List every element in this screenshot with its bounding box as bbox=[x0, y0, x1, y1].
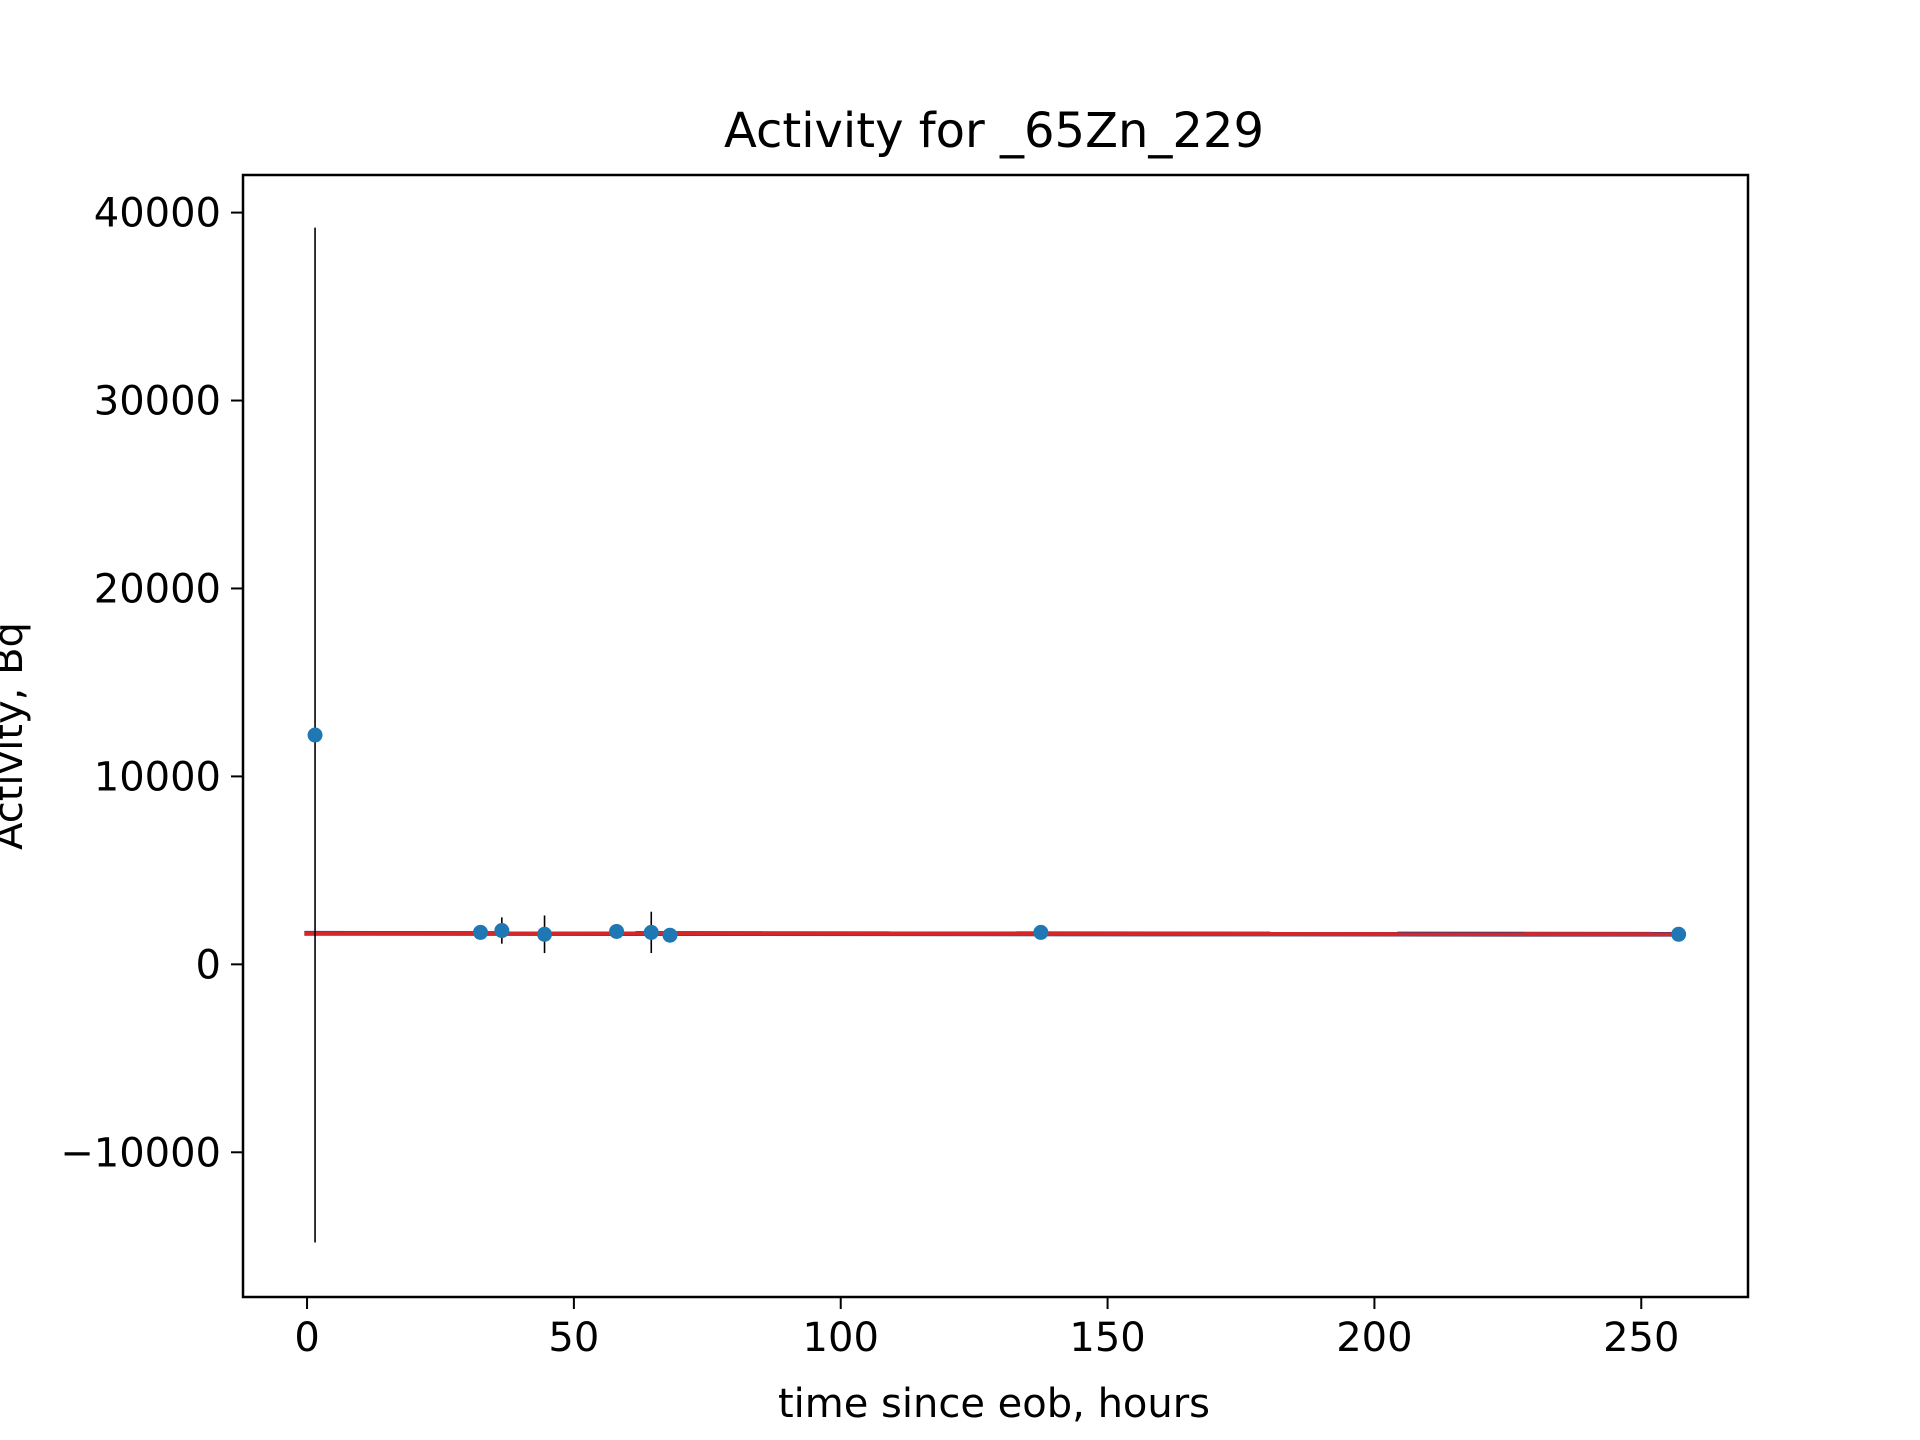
chart-title: Activity for _65Zn_229 bbox=[724, 103, 1264, 159]
data-point bbox=[643, 924, 659, 940]
fit-line bbox=[304, 931, 1679, 937]
data-point bbox=[494, 923, 510, 939]
plot-frame bbox=[241, 173, 1750, 1299]
x-tick-label: 0 bbox=[294, 1315, 319, 1361]
data-point-group bbox=[307, 727, 1687, 943]
y-tick-label: −10000 bbox=[60, 1130, 221, 1176]
y-tick-label: 0 bbox=[196, 942, 221, 988]
data-point bbox=[307, 727, 323, 743]
y-tick-label: 20000 bbox=[94, 566, 221, 612]
y-tick-label: 30000 bbox=[94, 379, 221, 425]
data-point bbox=[662, 927, 678, 943]
y-axis-label: Activity, Bq bbox=[0, 622, 32, 850]
x-tick-label: 200 bbox=[1336, 1315, 1412, 1361]
x-tick-label: 250 bbox=[1603, 1315, 1679, 1361]
y-axis-ticks: −10000 0 10000 20000 30000 40000 bbox=[60, 191, 243, 1176]
data-point bbox=[472, 924, 488, 940]
x-tick-label: 50 bbox=[548, 1315, 599, 1361]
x-axis-label: time since eob, hours bbox=[778, 1381, 1210, 1427]
data-point bbox=[1033, 924, 1049, 940]
y-tick-label: 10000 bbox=[94, 754, 221, 800]
data-point bbox=[537, 926, 553, 942]
x-tick-label: 100 bbox=[803, 1315, 879, 1361]
data-point bbox=[609, 923, 625, 939]
y-tick-label: 40000 bbox=[94, 191, 221, 237]
x-tick-label: 150 bbox=[1069, 1315, 1145, 1361]
data-point bbox=[1671, 926, 1687, 942]
fit-line-group bbox=[304, 930, 1679, 937]
x-axis-ticks: 0 50 100 150 200 250 bbox=[294, 1297, 1679, 1361]
